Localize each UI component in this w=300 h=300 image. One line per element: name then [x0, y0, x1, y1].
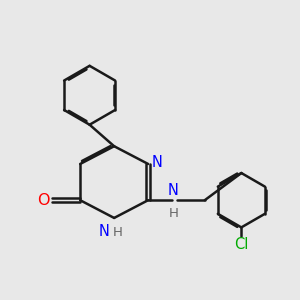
Text: N: N [168, 183, 179, 198]
Text: H: H [112, 226, 122, 239]
Text: N: N [98, 224, 109, 239]
Text: O: O [37, 193, 49, 208]
Text: H: H [169, 207, 178, 220]
Text: N: N [151, 154, 162, 169]
Text: Cl: Cl [234, 237, 248, 252]
